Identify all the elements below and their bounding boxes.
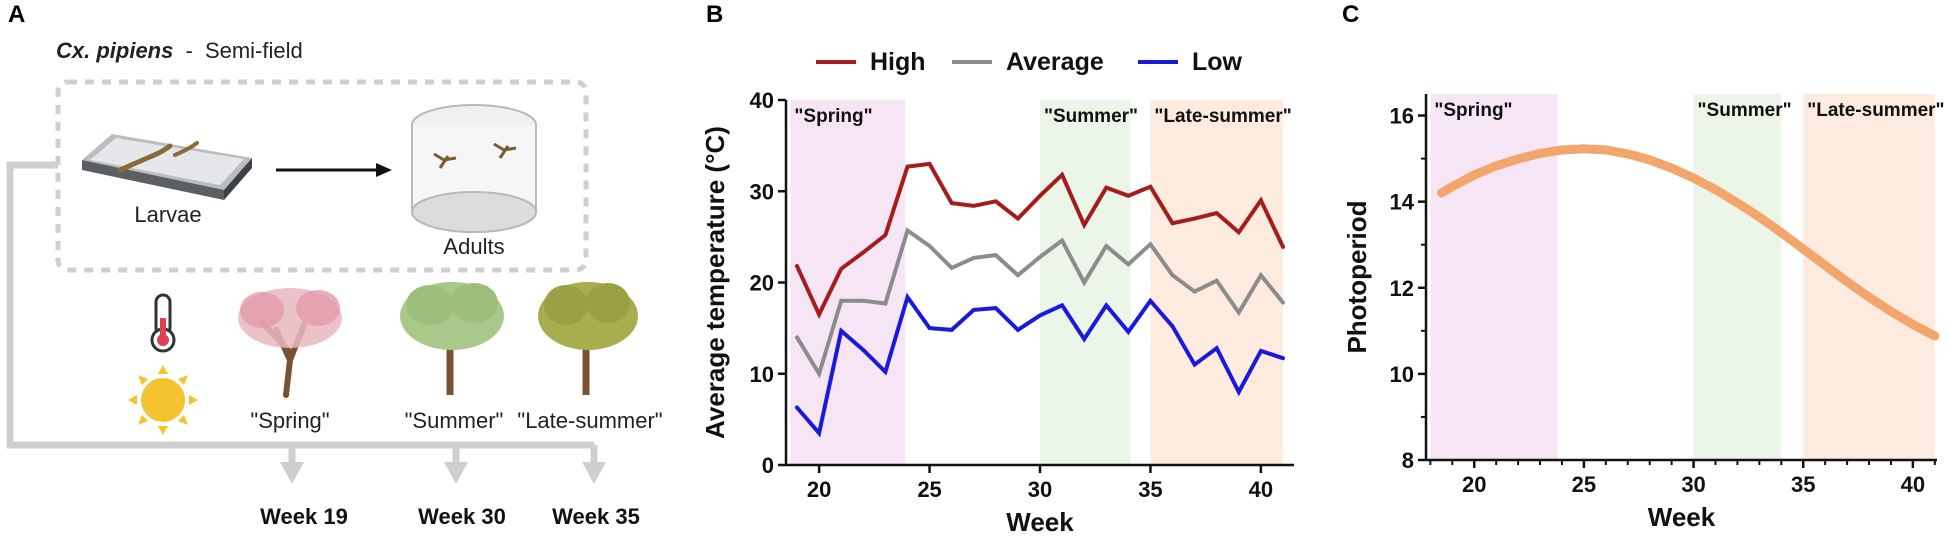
panel-c: C "Spring" "Summer" "Late-summer" 8 10 12 14 16… <box>1342 1 1945 532</box>
setting-name: Semi-field <box>205 38 303 63</box>
y-tick-label-4: 40 <box>750 88 774 113</box>
y-tick-label-2: 12 <box>1390 276 1414 301</box>
tree-late-summer-icon <box>538 282 638 395</box>
tree-summer-label: "Summer" <box>405 408 504 433</box>
x-tick-label-0: 20 <box>1462 472 1486 497</box>
tree-spring-icon <box>238 288 342 398</box>
y-tick-label-1: 10 <box>1390 362 1414 387</box>
larvae-tray-icon <box>82 134 252 200</box>
season-label-0: "Spring" <box>794 106 872 127</box>
x-tick-label-3: 35 <box>1138 477 1162 502</box>
panel-a-letter: A <box>8 1 25 28</box>
y-tick-label-4: 16 <box>1390 104 1414 129</box>
y-tick-label-3: 14 <box>1390 190 1415 215</box>
season-label-2: "Late-summer" <box>1154 106 1291 127</box>
series-line-average <box>795 227 1285 379</box>
panel-a-title: Cx. pipiens - Semi-field <box>56 38 303 63</box>
tree-late-summer-label: "Late-summer" <box>517 408 662 433</box>
panel-c-letter: C <box>1342 1 1359 28</box>
tree-summer-icon <box>400 282 504 395</box>
y-axis-title: Average temperature (°C) <box>700 126 730 439</box>
series-line-low <box>795 292 1285 438</box>
panel-b-letter: B <box>706 1 723 28</box>
season-band-2 <box>1803 94 1935 460</box>
y-axis-title: Photoperiod <box>1342 200 1372 353</box>
week-30-label: Week 30 <box>418 504 506 529</box>
arrow-head-week35 <box>582 462 606 484</box>
x-axis-title: Week <box>1006 507 1074 537</box>
arrow-head-week30 <box>444 462 468 484</box>
y-tick-label-1: 10 <box>750 362 774 387</box>
y-tick-label-3: 30 <box>750 179 774 204</box>
x-axis-title: Week <box>1648 502 1716 532</box>
panel-b-chart: "Spring" "Summer" "Late-summer" 0 10 20 30 40 20… <box>700 48 1294 537</box>
x-tick-label-2: 30 <box>1028 477 1052 502</box>
arrow-head-week19 <box>280 462 304 484</box>
adults-label: Adults <box>443 234 504 259</box>
thermometer-icon <box>150 293 176 353</box>
series-line-photoperiod <box>1436 144 1940 341</box>
larvae-to-adults-arrow <box>276 163 392 177</box>
x-tick-label-4: 40 <box>1249 477 1273 502</box>
x-tick-label-1: 25 <box>917 477 941 502</box>
x-tick-label-1: 25 <box>1572 472 1596 497</box>
tree-spring-label: "Spring" <box>250 408 329 433</box>
x-tick-label-0: 20 <box>807 477 831 502</box>
season-band-1 <box>1693 94 1782 460</box>
legend-label-average: Average <box>1006 48 1104 76</box>
y-tick-label-2: 20 <box>750 271 774 296</box>
semi-field-box <box>55 79 589 273</box>
legend-label-low: Low <box>1192 48 1243 76</box>
season-band-0 <box>790 100 906 465</box>
series-line-high <box>795 161 1285 320</box>
panel-c-chart: "Spring" "Summer" "Late-summer" 8 10 12 14 16 20… <box>1342 94 1945 532</box>
sun-icon <box>128 365 198 435</box>
season-label-1: "Summer" <box>1698 100 1792 121</box>
panel-b: B "Spring" "Summer" "Late-summer" 0 10 20 30 40… <box>700 1 1294 537</box>
panel-a: A Cx. pipiens - Semi-field Larvae <box>6 1 663 529</box>
season-band-0 <box>1430 94 1558 460</box>
x-tick-label-4: 40 <box>1901 472 1925 497</box>
y-tick-label-0: 0 <box>762 453 774 478</box>
week-19-label: Week 19 <box>260 504 348 529</box>
legend-label-high: High <box>870 48 926 76</box>
x-tick-label-3: 35 <box>1791 472 1815 497</box>
season-label-1: "Summer" <box>1044 106 1138 127</box>
adults-cage-icon <box>411 104 537 233</box>
title-dash: - <box>185 38 192 63</box>
season-label-2: "Late-summer" <box>1807 100 1944 121</box>
species-name: Cx. pipiens <box>56 38 173 63</box>
larvae-label: Larvae <box>134 202 201 227</box>
season-label-0: "Spring" <box>1434 100 1512 121</box>
y-tick-label-0: 8 <box>1402 448 1414 473</box>
week-35-label: Week 35 <box>552 504 640 529</box>
x-tick-label-2: 30 <box>1681 472 1705 497</box>
routing-lines <box>6 161 598 462</box>
